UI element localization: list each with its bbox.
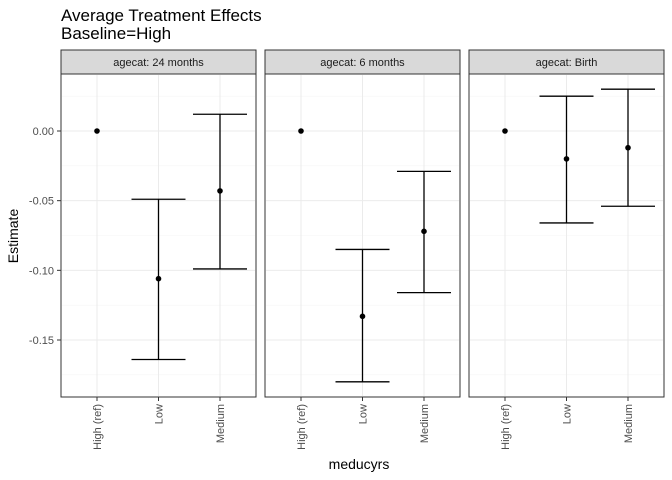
x-tick-label: Low (154, 404, 166, 424)
x-tick-label: Medium (623, 404, 635, 443)
x-tick-label: High (ref) (500, 404, 512, 450)
y-axis-title: Estimate (5, 209, 21, 264)
facet-strip-label: agecat: 24 months (113, 57, 204, 69)
facet-strip (60, 49, 257, 75)
chart-title: Average Treatment Effects (61, 6, 262, 25)
x-tick-label: Medium (419, 404, 431, 443)
y-tick-label: -0.05 (29, 196, 54, 208)
facet-panel: agecat: Birth High (ref) Low Medium (468, 49, 665, 450)
x-tick-label: Medium (215, 404, 227, 443)
data-point (217, 188, 223, 194)
y-tick-label: -0.15 (29, 335, 54, 347)
x-tick-label: High (ref) (296, 404, 308, 450)
data-point (625, 144, 631, 151)
facet-panel: agecat: 24 months High (ref) Low Medium (60, 49, 257, 450)
data-point (563, 156, 570, 162)
data-point (502, 128, 508, 134)
data-point (94, 128, 100, 134)
x-axis-title: meducyrs (329, 456, 390, 472)
facet-strip (264, 49, 461, 75)
data-point (421, 228, 427, 235)
x-tick-label: Low (562, 404, 574, 424)
data-point (298, 128, 304, 134)
chart-subtitle: Baseline=High (61, 24, 171, 43)
x-tick-label: High (ref) (92, 404, 104, 450)
y-tick-label: 0.00 (33, 126, 54, 138)
data-point (155, 275, 162, 282)
facet-strip-label: agecat: Birth (536, 57, 598, 69)
facet-strip-label: agecat: 6 months (320, 57, 405, 69)
data-point (359, 313, 366, 320)
y-tick-label: -0.10 (29, 265, 54, 277)
y-axis: 0.00 -0.05 -0.10 -0.15 (29, 126, 61, 347)
facet-panel: agecat: 6 months High (ref) Low Medium (264, 49, 461, 450)
x-tick-label: Low (358, 404, 370, 424)
